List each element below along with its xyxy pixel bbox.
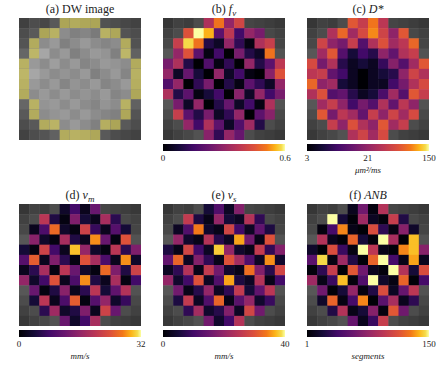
- html-text:(f) ANB: (f) ANB: [349, 188, 387, 202]
- html-text:(b) fv: (b) fv: [211, 2, 237, 19]
- html-text:(a) DW image: (a) DW image: [45, 2, 115, 16]
- svg-text:40: 40: [281, 339, 291, 349]
- html-text:(d) vm: (d) vm: [65, 188, 95, 205]
- svg-text:21: 21: [363, 153, 372, 163]
- svg-text:0: 0: [17, 339, 22, 349]
- svg-text:segments: segments: [352, 351, 385, 361]
- html-text:(e) vs: (e) vs: [211, 188, 237, 205]
- svg-text:0.6: 0.6: [279, 153, 291, 163]
- svg-text:1: 1: [305, 339, 310, 349]
- svg-text:μm²/ms: μm²/ms: [354, 165, 382, 175]
- svg-text:0: 0: [161, 339, 166, 349]
- svg-text:mm/s: mm/s: [70, 351, 89, 361]
- svg-text:3: 3: [305, 153, 310, 163]
- svg-text:150: 150: [422, 153, 436, 163]
- svg-text:0: 0: [161, 153, 166, 163]
- svg-text:mm/s: mm/s: [214, 351, 233, 361]
- svg-text:150: 150: [422, 339, 436, 349]
- svg-text:32: 32: [137, 339, 146, 349]
- html-text:(c) D*: (c) D*: [352, 2, 384, 16]
